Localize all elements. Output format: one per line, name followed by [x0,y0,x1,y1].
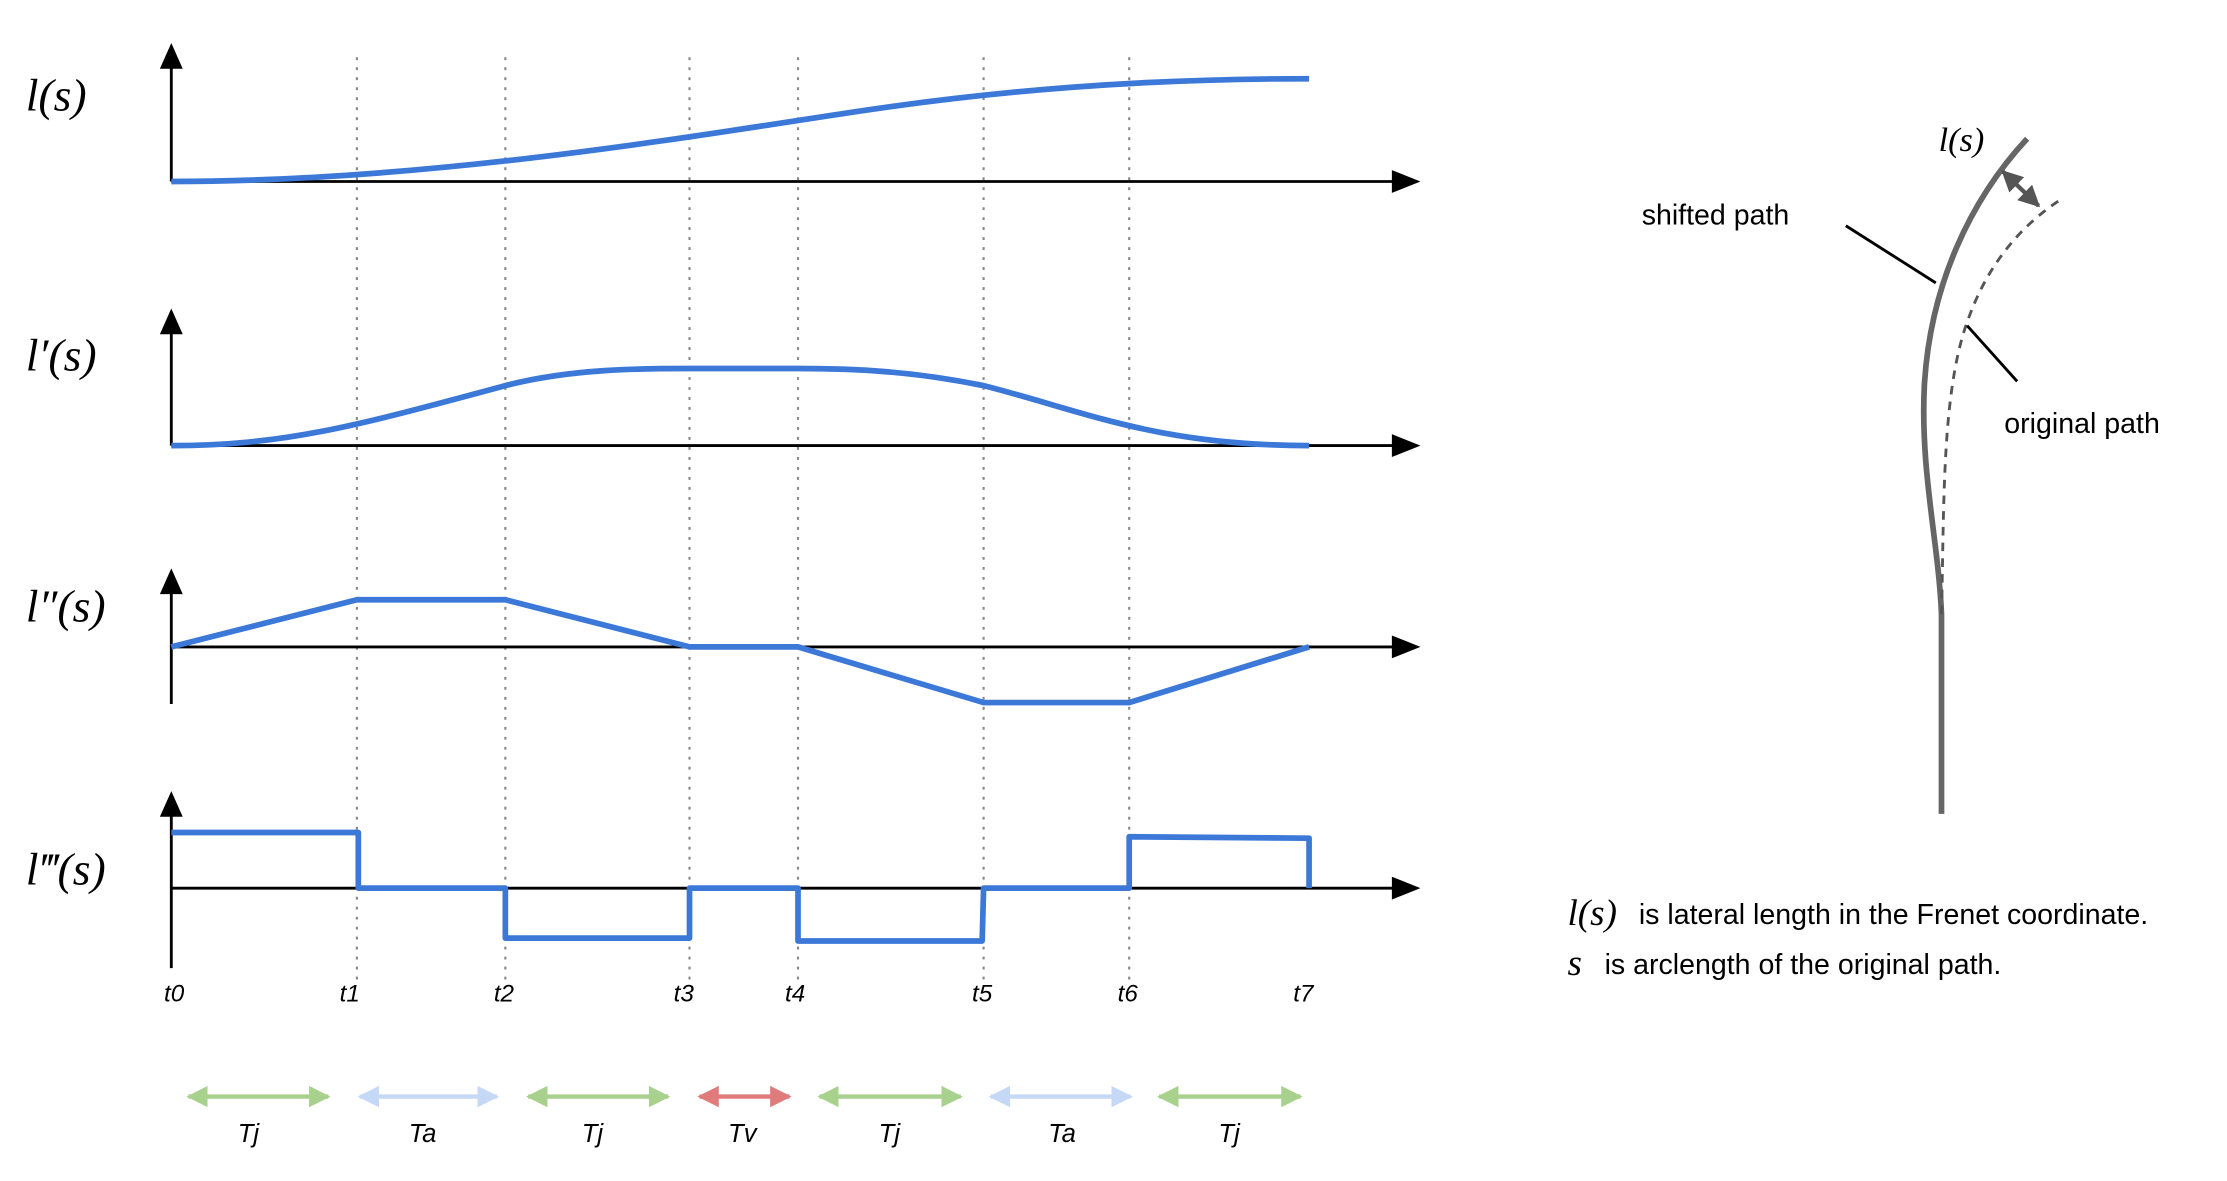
caption-text: is lateral length in the Frenet coordina… [1639,899,2148,931]
plot-label: l(s) [26,70,87,121]
time-mark: t1 [340,981,360,1008]
l-curve [171,75,1310,185]
leader-line [1966,324,2019,383]
caption-text: is arclength of the original path. [1605,949,2002,981]
offset-arrow [2001,169,2041,208]
leader-line [1845,224,1937,285]
original-label: original path [2004,408,2160,440]
time-mark: t0 [164,981,185,1008]
time-mark: t4 [785,981,805,1008]
plot-label: l′(s) [26,329,97,380]
time-mark: t5 [972,981,993,1008]
segment-label: Tj [879,1120,902,1148]
segment-label: Tv [728,1120,759,1148]
time-guides [355,57,1131,986]
shifted-path [1920,136,2030,814]
shifted-label: shifted path [1642,200,1790,232]
axes [159,43,1421,969]
caption-symbol: l(s) [1567,893,1616,934]
time-mark: t6 [1118,981,1139,1008]
caption-symbol: s [1567,943,1581,984]
plot-label: l″(s) [26,581,106,632]
plot-label: l‴(s) [26,843,106,894]
time-mark: t3 [674,981,695,1008]
segment-label: Ta [1048,1120,1076,1148]
l3-curve [171,829,1312,944]
l1-curve [171,365,1310,449]
time-mark: t7 [1293,981,1315,1008]
lateral-label: l(s) [1939,121,1985,159]
segment-label: Ta [409,1120,437,1148]
time-mark: t2 [494,981,515,1008]
original-path [1940,198,2061,615]
segment-label: Tj [238,1120,261,1148]
segment-label: Tj [1218,1120,1241,1148]
l2-curve [170,596,1310,706]
segment-label: Tj [582,1120,605,1148]
